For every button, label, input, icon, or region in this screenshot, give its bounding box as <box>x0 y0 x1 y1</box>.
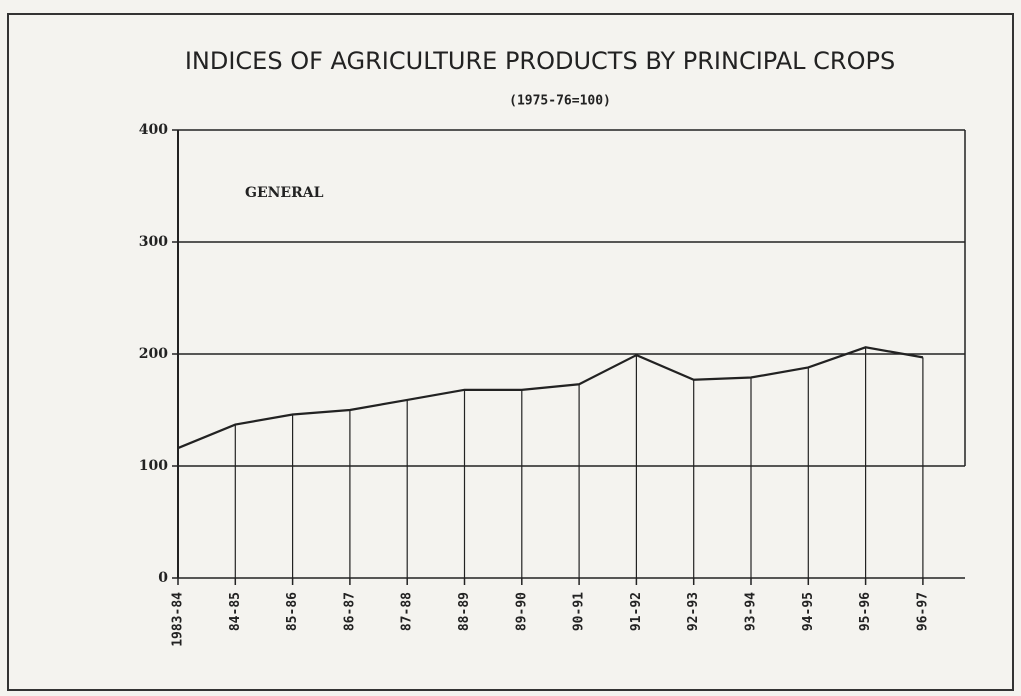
x-tick-label: 90-91 <box>572 592 587 631</box>
x-tick-label: 96-97 <box>915 592 930 631</box>
x-tick-label: 84-85 <box>228 592 243 631</box>
page-frame <box>7 13 1014 691</box>
x-tick-label: 88-89 <box>457 592 472 631</box>
y-tick-label: 200 <box>139 346 168 362</box>
chart-subtitle: (1975-76=100) <box>509 94 611 109</box>
x-tick-label: 93-94 <box>744 592 759 631</box>
x-tick-label: 87-88 <box>400 592 415 631</box>
x-tick-label: 85-86 <box>285 592 300 631</box>
x-tick-label: 1983-84 <box>171 592 186 647</box>
y-tick-label: 300 <box>139 234 168 250</box>
x-tick-label: 86-87 <box>342 592 357 631</box>
x-tick-label: 89-90 <box>514 592 529 631</box>
y-tick-label: 0 <box>158 570 168 586</box>
x-tick-label: 94-95 <box>801 592 816 631</box>
x-tick-label: 95-96 <box>858 592 873 631</box>
series-label: GENERAL <box>245 185 324 201</box>
chart-title: INDICES OF AGRICULTURE PRODUCTS BY PRINC… <box>185 47 895 75</box>
x-tick-label: 91-92 <box>629 592 644 631</box>
series-line <box>177 346 924 450</box>
y-tick-label: 400 <box>139 122 168 138</box>
y-tick-label: 100 <box>139 458 168 474</box>
x-tick-label: 92-93 <box>686 592 701 631</box>
